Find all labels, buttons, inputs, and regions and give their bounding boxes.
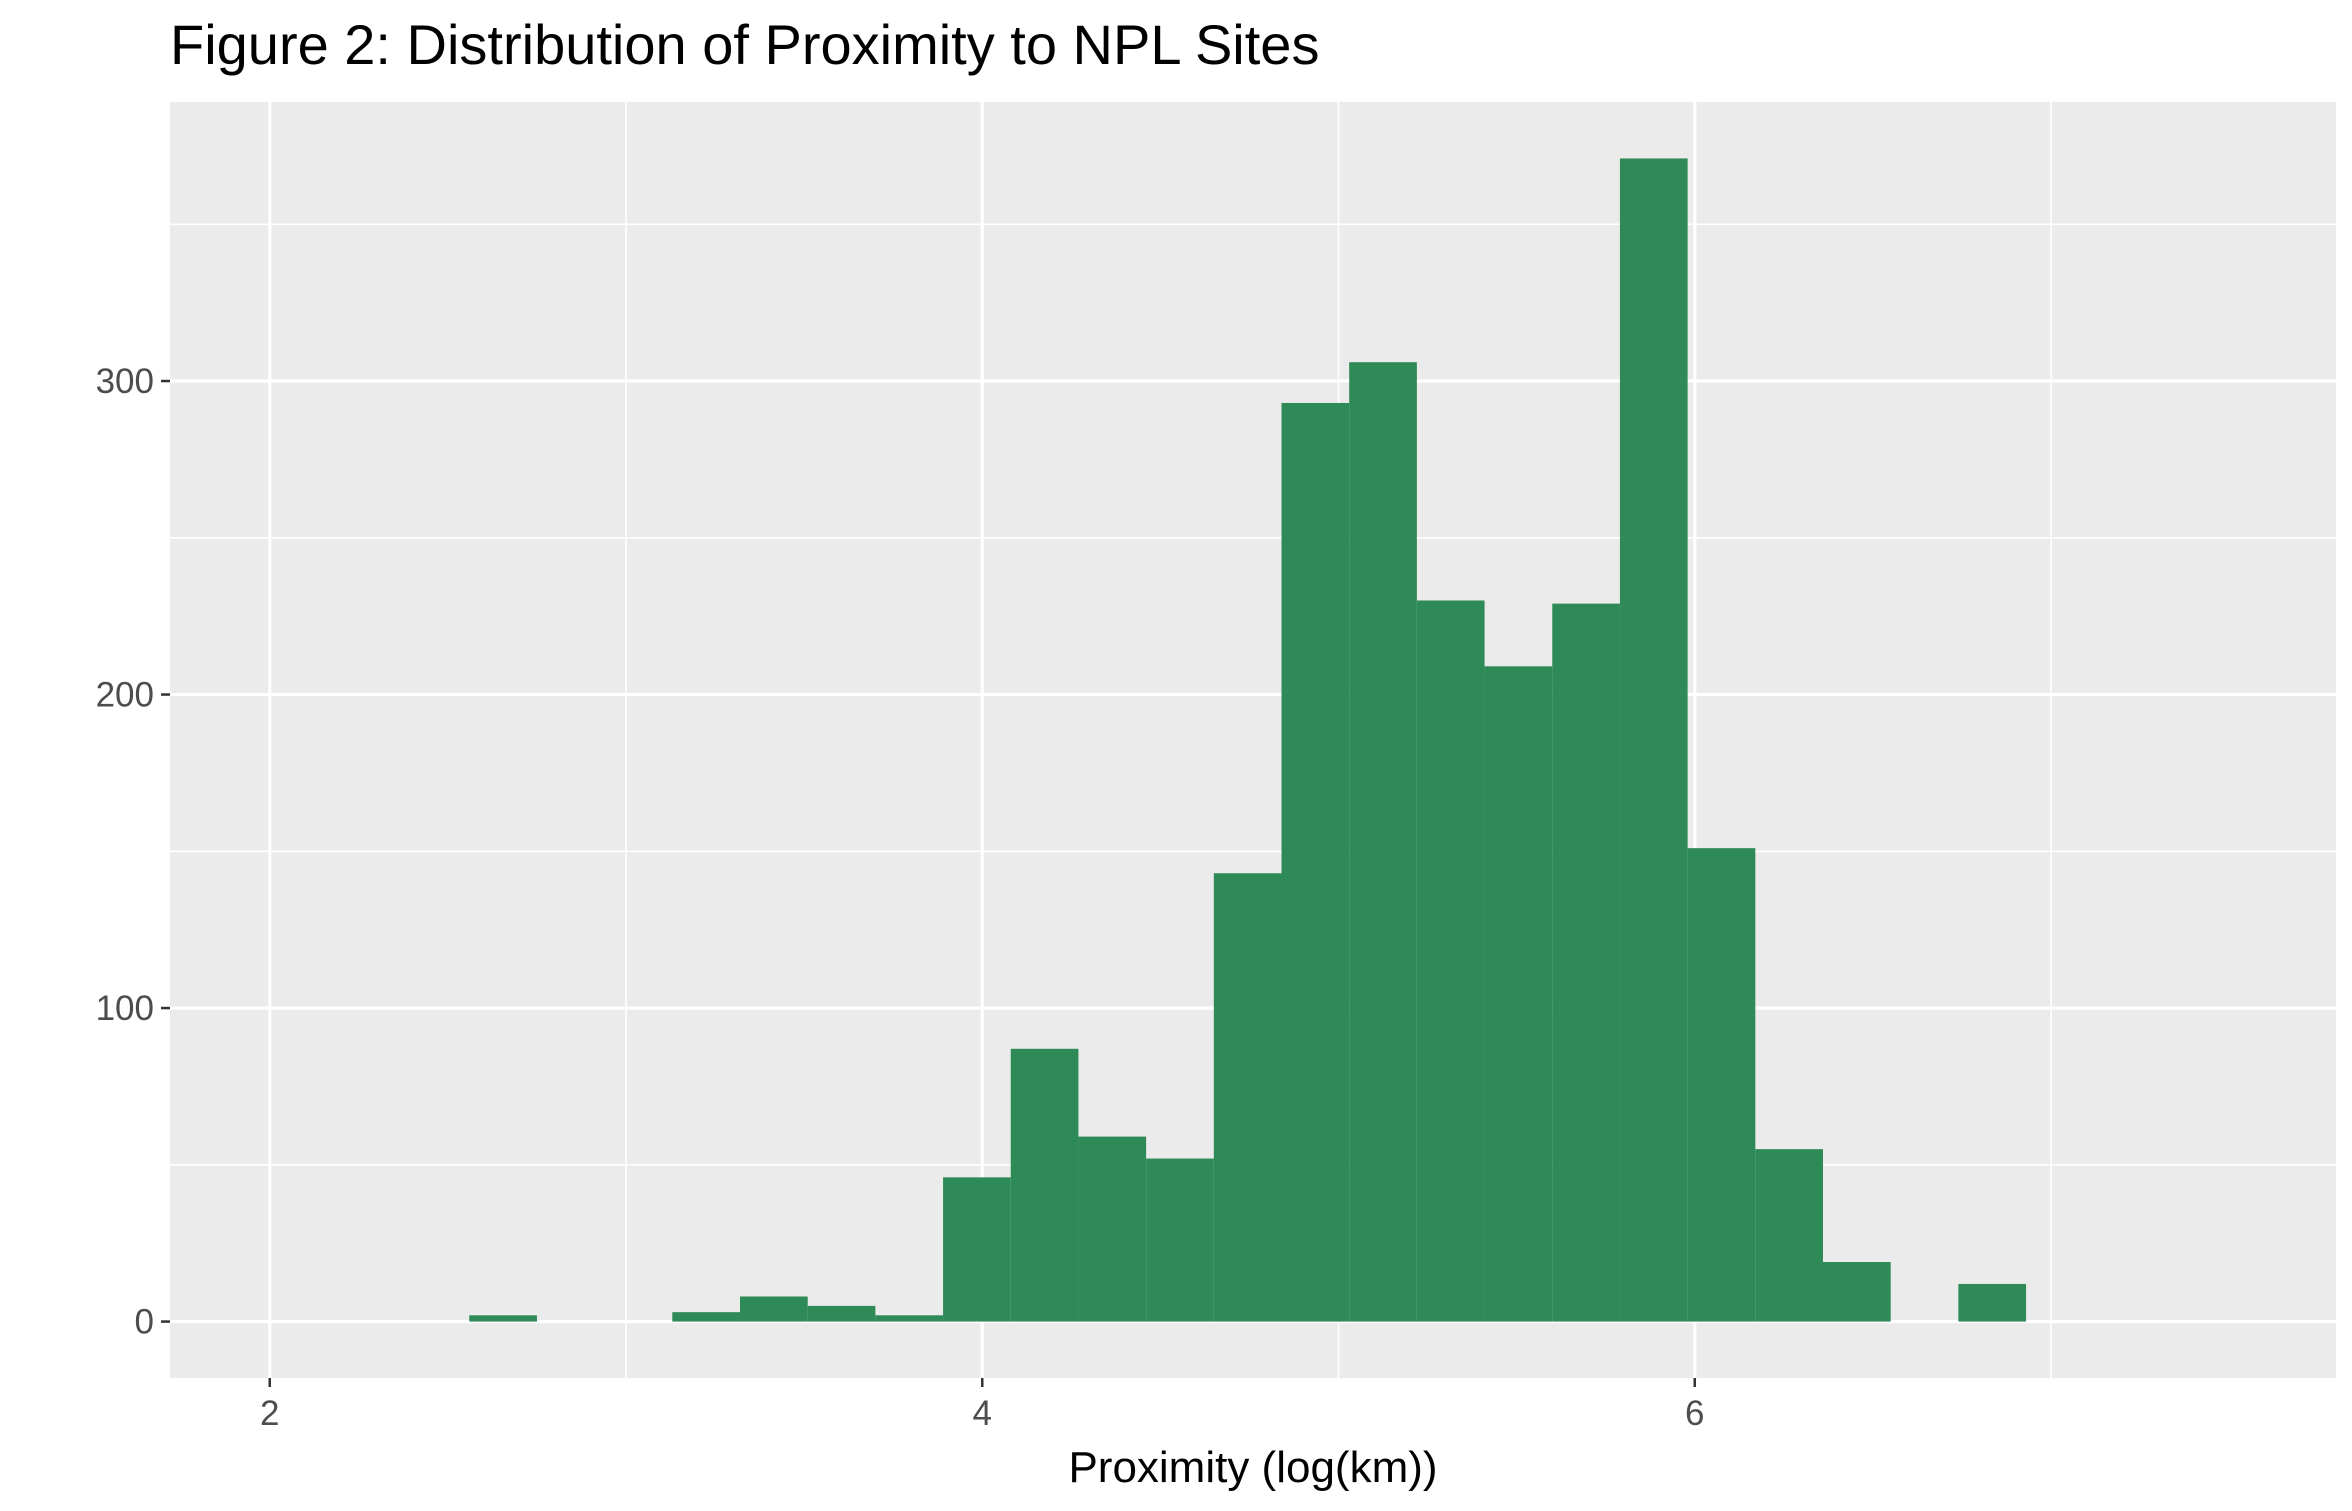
- histogram-bar-8: [1078, 1136, 1147, 1322]
- histogram-bar-19: [1823, 1262, 1891, 1322]
- x-axis: 2 4 6: [260, 1378, 1704, 1433]
- histogram-bar-15: [1552, 603, 1620, 1322]
- histogram-bar-20: [1958, 1283, 2027, 1322]
- histogram-bar-3: [740, 1296, 808, 1322]
- histogram-bar-4: [807, 1305, 876, 1322]
- x-tick-label: 6: [1685, 1394, 1704, 1433]
- x-tick-label: 2: [260, 1394, 279, 1433]
- histogram-bar-10: [1213, 873, 1282, 1322]
- histogram-bar-13: [1416, 600, 1485, 1322]
- y-axis: 0 100 200 300: [96, 362, 170, 1342]
- x-axis-label: Proximity (log(km)): [1068, 1443, 1437, 1492]
- y-tick-label: 0: [135, 1303, 154, 1342]
- histogram-bar-5: [875, 1315, 944, 1322]
- chart-title: Figure 2: Distribution of Proximity to N…: [170, 13, 1319, 76]
- histogram-bar-11: [1281, 402, 1350, 1322]
- x-tick-label: 4: [973, 1394, 992, 1433]
- histogram-bar-16: [1619, 158, 1688, 1322]
- histogram-bar-14: [1484, 666, 1553, 1322]
- histogram-bar-18: [1755, 1149, 1823, 1322]
- histogram-bar-17: [1687, 848, 1756, 1322]
- histogram-bar-2: [672, 1312, 740, 1322]
- y-tick-label: 200: [96, 676, 154, 715]
- histogram-bar-9: [1146, 1158, 1214, 1322]
- histogram-bar-1: [469, 1315, 537, 1322]
- y-tick-label: 100: [96, 989, 154, 1028]
- histogram-bar-6: [943, 1177, 1011, 1322]
- histogram-bar-7: [1010, 1048, 1079, 1322]
- y-tick-label: 300: [96, 362, 154, 401]
- histogram-bar-12: [1349, 362, 1417, 1322]
- histogram-bars: [469, 158, 2027, 1322]
